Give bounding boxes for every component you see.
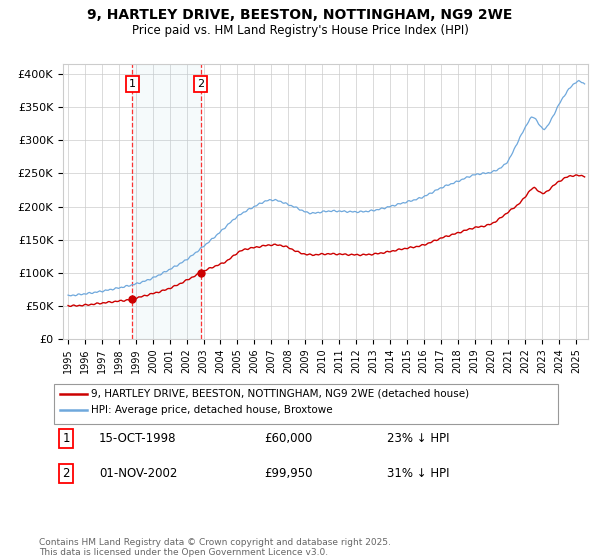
Bar (132, 64, 200, 339)
Text: £99,950: £99,950 (264, 466, 313, 480)
Text: 31% ↓ HPI: 31% ↓ HPI (387, 466, 449, 480)
Text: 01-NOV-2002: 01-NOV-2002 (99, 466, 178, 480)
Text: Price paid vs. HM Land Registry's House Price Index (HPI): Price paid vs. HM Land Registry's House … (131, 24, 469, 36)
Text: 9, HARTLEY DRIVE, BEESTON, NOTTINGHAM, NG9 2WE (detached house): 9, HARTLEY DRIVE, BEESTON, NOTTINGHAM, N… (91, 389, 469, 399)
Text: 15-OCT-1998: 15-OCT-1998 (99, 432, 176, 445)
Text: 23% ↓ HPI: 23% ↓ HPI (387, 432, 449, 445)
Text: HPI: Average price, detached house, Broxtowe: HPI: Average price, detached house, Brox… (91, 405, 333, 416)
Text: £60,000: £60,000 (264, 432, 312, 445)
Text: 2: 2 (197, 79, 204, 89)
Text: Contains HM Land Registry data © Crown copyright and database right 2025.
This d: Contains HM Land Registry data © Crown c… (39, 538, 391, 557)
Text: 9, HARTLEY DRIVE, BEESTON, NOTTINGHAM, NG9 2WE: 9, HARTLEY DRIVE, BEESTON, NOTTINGHAM, N… (88, 8, 512, 22)
Text: 1: 1 (62, 432, 70, 445)
Text: 1: 1 (129, 79, 136, 89)
Text: 2: 2 (62, 466, 70, 480)
